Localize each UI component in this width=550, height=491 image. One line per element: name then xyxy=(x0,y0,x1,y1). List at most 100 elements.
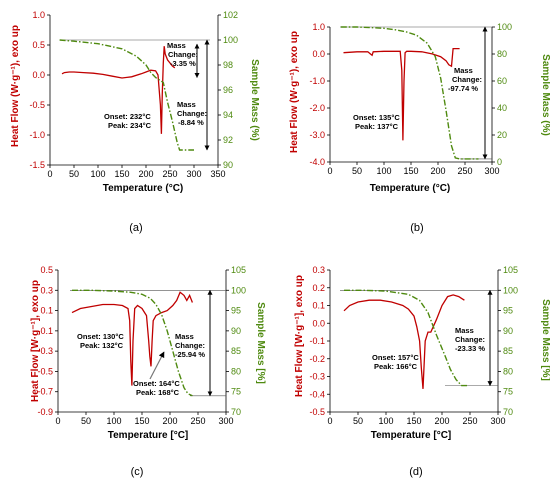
panel-c-y2-tick-label: 70 xyxy=(231,407,241,417)
panel-b-x-tick-label: 250 xyxy=(457,166,472,176)
panel-a-ylabel: Heat Flow (W·g⁻¹), exo up xyxy=(10,25,21,147)
panel-b-y2-tick-label: 100 xyxy=(497,22,512,32)
panel-b: 0 50 100 150 200 250 3001.00.0-1.0-2.0-3.0-4.0… xyxy=(289,22,550,234)
panel-c-x-tick-label: 200 xyxy=(162,416,177,426)
panel-c-y2label: Sample Mass [%] xyxy=(255,302,266,384)
panel-c-y-tick-label: -0.1 xyxy=(37,326,53,336)
panel-c-x-tick-label: 100 xyxy=(106,416,121,426)
panel-c-heat-flow-series-line xyxy=(71,291,194,386)
panel-c-x-tick-label: 300 xyxy=(218,416,233,426)
panel-d-y2-tick-label: 95 xyxy=(503,306,513,316)
panel-d-y2-tick-label: 100 xyxy=(503,285,518,295)
panel-d-heat-flow-series-line xyxy=(343,294,465,389)
panel-a-x-tick-label: 200 xyxy=(138,169,153,179)
panel-b-plot: 0 50 100 150 200 250 3001.00.0-1.0-2.0-3.0-4.0… xyxy=(309,22,512,176)
panel-b-y-tick-label: 0.0 xyxy=(312,49,325,59)
panel-a-annotation-mass-2: Mass Change: -8.84 % xyxy=(177,100,207,127)
panel-a-y-tick-label: -1.0 xyxy=(29,130,45,140)
panel-a-y-tick-label: 0.5 xyxy=(32,40,45,50)
panel-a-plot: 0 50 100 150 200 250 300 350 1.0 0.5 0.0 -0.5 -1.0 -1… xyxy=(29,10,238,179)
panel-a-y-tick-label: 1.0 xyxy=(32,10,45,20)
panel-b-y-tick-label: -4.0 xyxy=(309,157,325,167)
panel-c-x-tick-label: 150 xyxy=(134,416,149,426)
panel-b-y2-tick-label: 80 xyxy=(497,49,507,59)
panel-c-annotation-onset-1: Onset: 130°C Peak: 132°C xyxy=(77,332,124,350)
panel-d-y2-tick-label: 75 xyxy=(503,387,513,397)
panel-d-y2-tick-label: 70 xyxy=(503,407,513,417)
panel-d-y2-tick-label: 80 xyxy=(503,366,513,376)
panel-d-x-tick-label: 100 xyxy=(378,416,393,426)
panel-c-y2-tick-label: 95 xyxy=(231,306,241,316)
panel-a-xlabel: Temperature (°C) xyxy=(103,183,184,194)
panel-a-mass-series-line xyxy=(59,39,194,151)
panel-a-annotation-mass-1: Mass Change: -3.35 % xyxy=(167,41,198,68)
panel-d-y-tick-label: 0.3 xyxy=(312,265,325,275)
panel-a-y2-tick-label: 102 xyxy=(223,10,238,20)
panel-c-annotation-onset-2: Onset: 164°C Peak: 168°C xyxy=(133,379,180,397)
panel-c-peak-pointer-arrow xyxy=(149,351,165,380)
panel-d-x-tick-label: 150 xyxy=(406,416,421,426)
panel-a-x-tick-label: 100 xyxy=(90,169,105,179)
panel-d: 0 50 100 150 200 250 300 0.3 0.2 0.1 0.0 -0.1 -0.2 -0… xyxy=(294,265,550,478)
panel-b-y2label: Sample Mass (%) xyxy=(540,54,550,136)
panel-b-x-tick-label: 100 xyxy=(376,166,391,176)
panel-b-annotation-onset: Onset: 135°C Peak: 137°C xyxy=(353,113,400,131)
panel-c-y-tick-label: -0.3 xyxy=(37,346,53,356)
panel-d-y2label: Sample Mass [%] xyxy=(540,299,550,381)
panel-b-mass-series-line xyxy=(340,26,479,160)
panel-a-y2-tick-label: 92 xyxy=(223,135,233,145)
panel-a-annotation-onset: Onset: 232°C Peak: 234°C xyxy=(104,112,152,130)
panel-b-ylabel: Heat Flow (W·g⁻¹), exo up xyxy=(289,31,300,153)
panel-b-y-tick-label: -2.0 xyxy=(309,103,325,113)
panel-a-y-tick-label: -1.5 xyxy=(29,160,45,170)
panel-d-x-tick-label: 300 xyxy=(490,416,505,426)
panel-c-ylabel: Heat Flow [W·g⁻¹], exo up xyxy=(30,280,41,402)
panel-c-mass-series-line xyxy=(72,289,193,397)
panel-c-y-tick-label: -0.7 xyxy=(37,387,53,397)
panel-d-plot: 0 50 100 150 200 250 300 0.3 0.2 0.1 0.0 -0.1 -0.2 -0… xyxy=(309,265,518,426)
panel-d-y2-tick-label: 90 xyxy=(503,326,513,336)
panel-c-x-tick-label: 0 xyxy=(55,416,60,426)
panel-b-y-tick-label: -1.0 xyxy=(309,76,325,86)
panel-c-y-tick-label: -0.5 xyxy=(37,366,53,376)
panel-a-y2-tick-label: 90 xyxy=(223,160,233,170)
panel-d-y-tick-label: -0.5 xyxy=(309,407,325,417)
panel-a-y2-tick-label: 96 xyxy=(223,85,233,95)
panel-d-y-tick-label: 0.2 xyxy=(312,283,325,293)
panel-d-y-tick-label: -0.2 xyxy=(309,354,325,364)
panel-d-x-tick-label: 250 xyxy=(462,416,477,426)
panel-d-y2-tick-label: 105 xyxy=(503,265,518,275)
panel-d-xlabel: Temperature [°C] xyxy=(371,430,452,441)
panel-d-caption: (d) xyxy=(409,466,422,478)
panel-a-x-tick-label: 0 xyxy=(47,169,52,179)
panel-b-y2-tick-label: 20 xyxy=(497,130,507,140)
panel-c-y2-tick-label: 75 xyxy=(231,387,241,397)
panel-c-xlabel: Temperature [°C] xyxy=(108,430,189,441)
panel-d-x-tick-label: 50 xyxy=(353,416,363,426)
panel-d-mass-series-line xyxy=(344,289,468,387)
panel-c-y-tick-label: 0.1 xyxy=(40,306,53,316)
panel-a-y-tick-label: -0.5 xyxy=(29,100,45,110)
panel-c-y2-tick-label: 85 xyxy=(231,346,241,356)
panel-c-x-tick-label: 50 xyxy=(81,416,91,426)
panel-c-y2-tick-label: 105 xyxy=(231,265,246,275)
panel-b-y-tick-label: -3.0 xyxy=(309,130,325,140)
panel-c-y-tick-label: 0.5 xyxy=(40,265,53,275)
panel-b-y2-tick-label: 0 xyxy=(497,157,502,167)
panel-b-x-tick-label: 150 xyxy=(403,166,418,176)
panel-c-annotation-mass: Mass Change: -25.94 % xyxy=(175,332,205,359)
panel-b-x-tick-label: 0 xyxy=(327,166,332,176)
panel-a: 0 50 100 150 200 250 300 350 1.0 0.5 0.0 -0.5 -1.0 -1… xyxy=(10,10,260,234)
panel-b-caption: (b) xyxy=(410,222,423,234)
panel-b-y2-tick-label: 60 xyxy=(497,76,507,86)
panel-c-caption: (c) xyxy=(131,466,144,478)
panel-a-y2-tick-label: 94 xyxy=(223,110,233,120)
panel-a-x-tick-label: 250 xyxy=(162,169,177,179)
panel-d-y-tick-label: 0.1 xyxy=(312,301,325,311)
panel-a-caption: (a) xyxy=(129,222,142,234)
panel-c-y2-tick-label: 80 xyxy=(231,366,241,376)
panel-a-x-tick-label: 50 xyxy=(69,169,79,179)
panel-c-x-tick-label: 250 xyxy=(190,416,205,426)
panel-b-y2-tick-label: 40 xyxy=(497,103,507,113)
